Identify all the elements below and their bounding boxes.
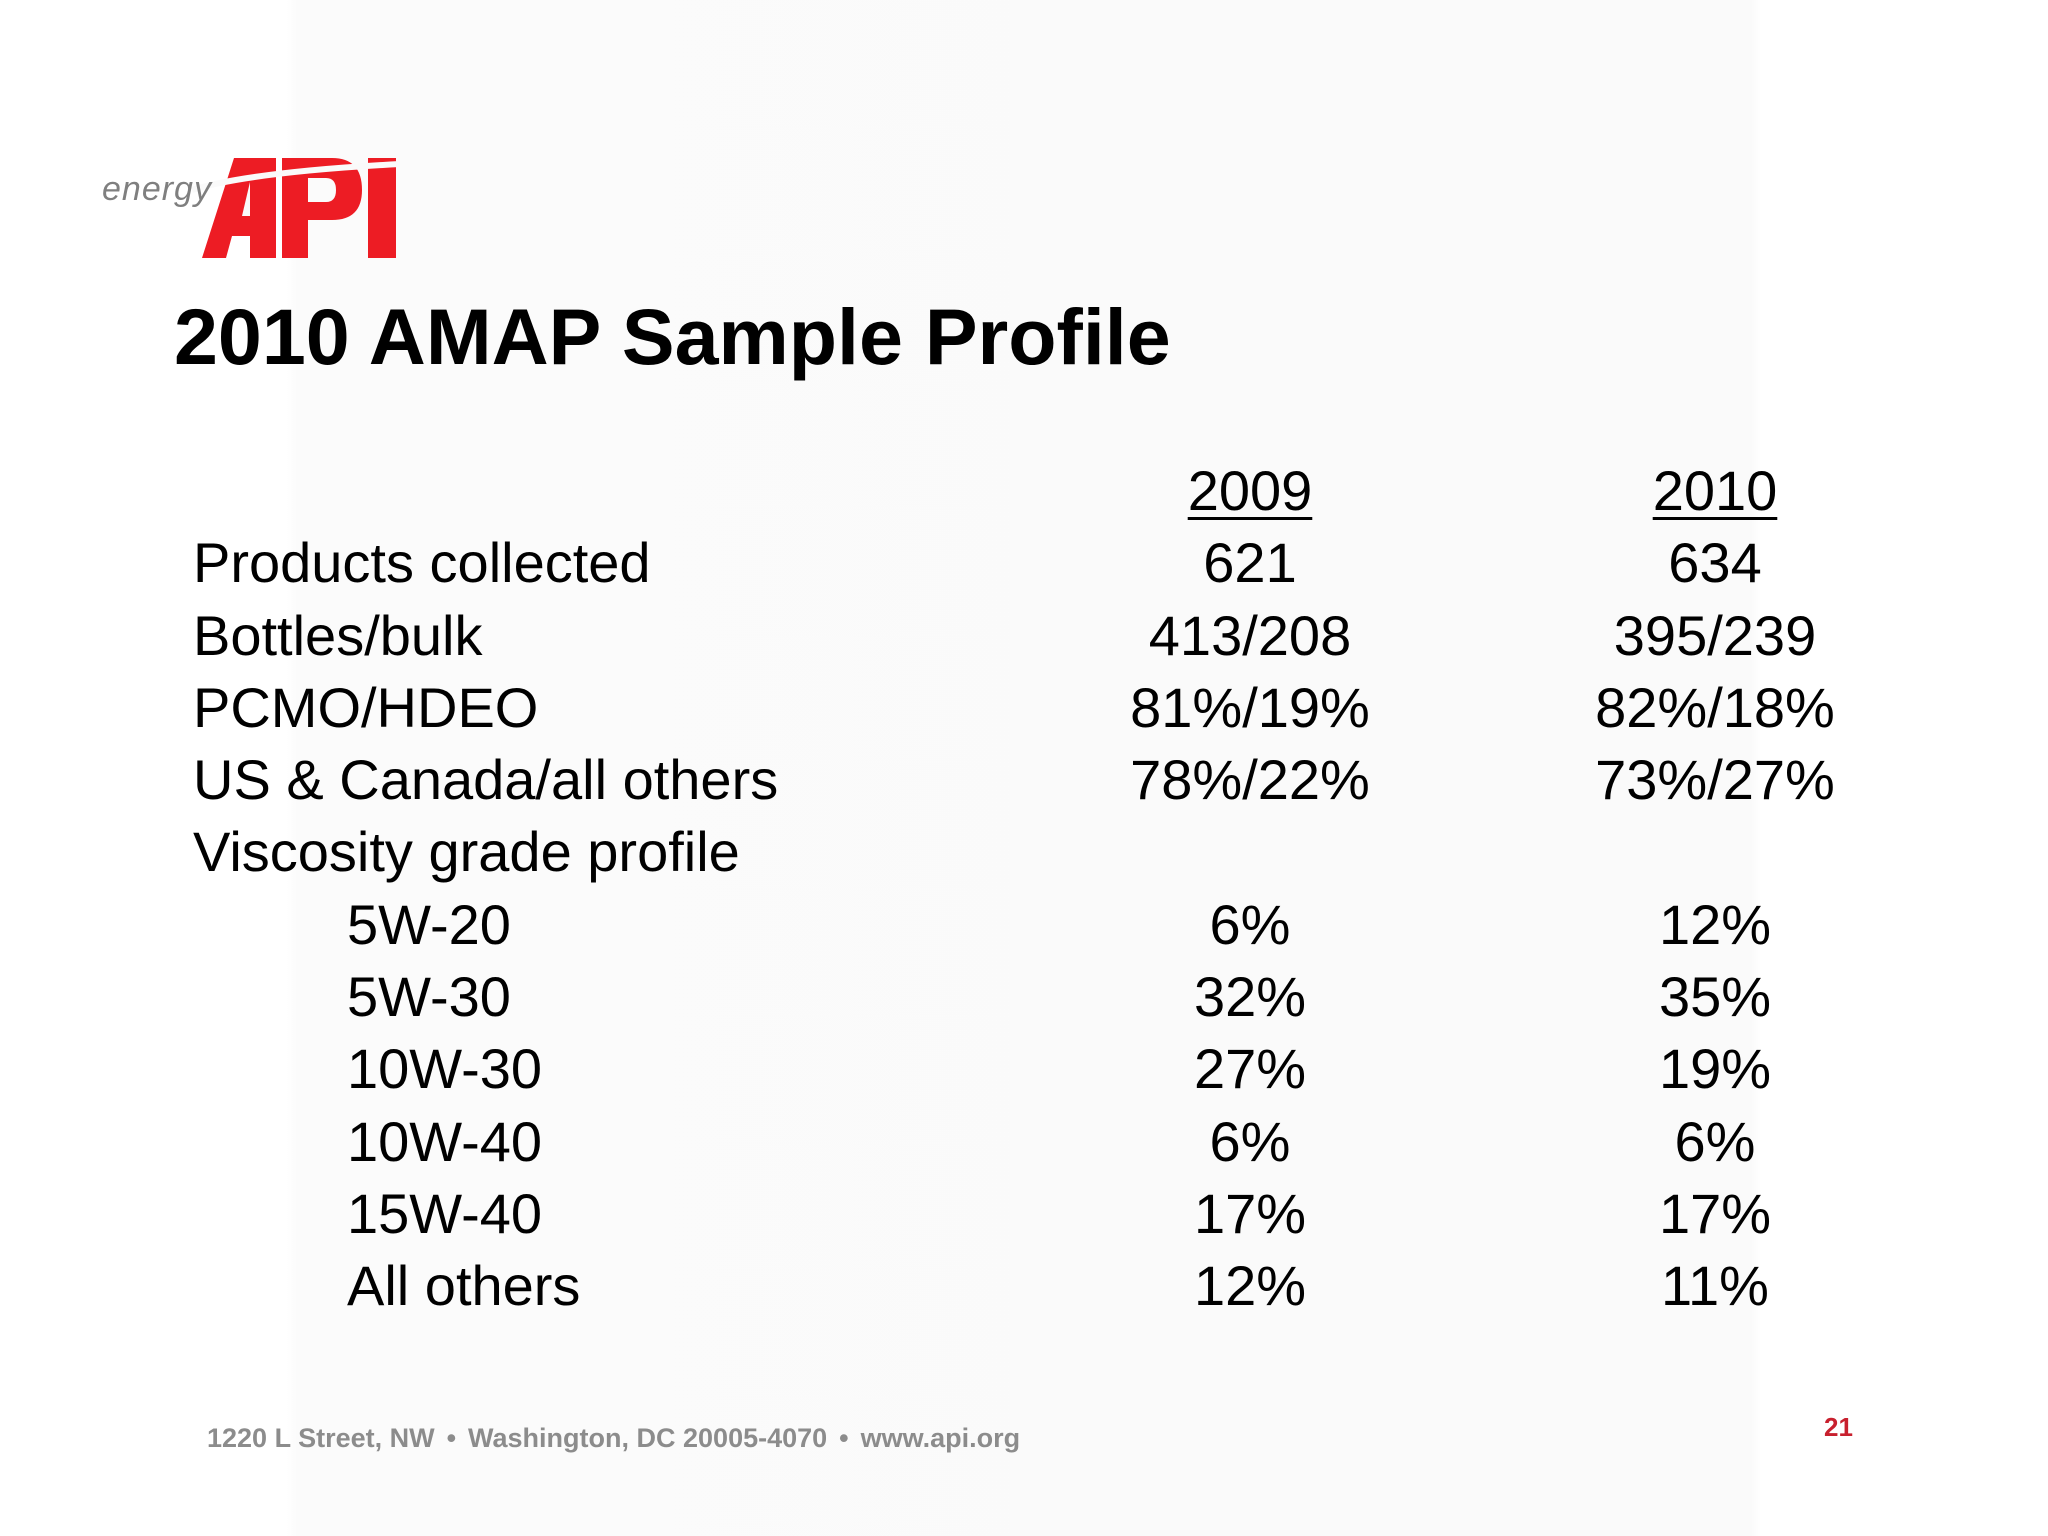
table-row: Products collected 621 634 [0, 527, 2048, 599]
row-label: All others [347, 1254, 581, 1318]
footer-street: 1220 L Street, NW [207, 1423, 435, 1453]
footer-address: 1220 L Street, NW • Washington, DC 20005-4… [207, 1423, 1020, 1454]
column-header-2010: 2010 [1652, 459, 1778, 522]
table-row: 10W-40 6% 6% [0, 1106, 2048, 1178]
table-row: PCMO/HDEO 81%/19% 82%/18% [0, 672, 2048, 744]
table-row: US & Canada/all others 78%/22% 73%/27% [0, 744, 2048, 816]
value-2010: 12% [1658, 892, 1772, 956]
footer-separator: • [446, 1423, 457, 1453]
row-label: PCMO/HDEO [193, 675, 539, 739]
api-logo: energy [100, 150, 420, 268]
page-title: 2010 AMAP Sample Profile [174, 292, 1171, 381]
value-2009: 6% [1209, 892, 1291, 956]
value-2010: 11% [1661, 1254, 1769, 1318]
row-label: US & Canada/all others [193, 748, 779, 812]
row-label: Viscosity grade profile [193, 820, 740, 884]
value-2009: 12% [1193, 1254, 1307, 1318]
value-2010: 634 [1668, 531, 1762, 595]
value-2009: 81%/19% [1130, 675, 1370, 739]
page-number: 21 [1824, 1412, 1853, 1442]
value-2010: 6% [1674, 1109, 1756, 1173]
value-2009: 32% [1193, 965, 1307, 1029]
table-row: 5W-30 32% 35% [0, 961, 2048, 1033]
value-2009: 17% [1193, 1181, 1307, 1245]
table-row: 15W-40 17% 17% [0, 1178, 2048, 1250]
table-row: 10W-30 27% 19% [0, 1033, 2048, 1105]
value-2009: 6% [1209, 1109, 1291, 1173]
value-2010: 19% [1658, 1037, 1772, 1101]
value-2009: 413/208 [1148, 603, 1352, 667]
table-row: Bottles/bulk 413/208 395/239 [0, 600, 2048, 672]
row-label: 5W-30 [347, 965, 511, 1029]
value-2009: 78%/22% [1130, 748, 1370, 812]
value-2010: 35% [1658, 965, 1772, 1029]
value-2009: 27% [1193, 1037, 1307, 1101]
row-label: 10W-40 [347, 1109, 543, 1173]
value-2010: 395/239 [1613, 603, 1817, 667]
value-2010: 82%/18% [1595, 675, 1835, 739]
logo-wordmark: energy [102, 170, 212, 208]
row-label: 15W-40 [347, 1181, 543, 1245]
value-2010: 17% [1658, 1181, 1772, 1245]
row-label: Bottles/bulk [193, 603, 483, 667]
footer-website-link[interactable]: www.api.org [860, 1423, 1021, 1453]
api-logo-mark [191, 158, 401, 258]
table-row: 5W-20 6% 12% [0, 889, 2048, 961]
footer-city: Washington, DC 20005-4070 [468, 1423, 828, 1453]
row-label: Products collected [193, 531, 651, 595]
sample-profile-table: 2009 2010 Products collected 621 634 Bottle… [0, 455, 2048, 1323]
table-row: Viscosity grade profile [0, 816, 2048, 888]
value-2010: 73%/27% [1595, 748, 1835, 812]
table-header-row: 2009 2010 [0, 455, 2048, 527]
table-row: All others 12% 11% [0, 1250, 2048, 1322]
column-header-2009: 2009 [1187, 459, 1313, 522]
row-label: 5W-20 [347, 892, 511, 956]
value-2009: 621 [1203, 531, 1297, 595]
footer-separator: • [839, 1423, 849, 1453]
row-label: 10W-30 [347, 1037, 543, 1101]
